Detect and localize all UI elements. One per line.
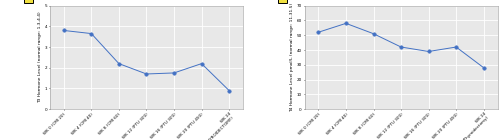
Text: B: B bbox=[280, 0, 286, 1]
Text: A: A bbox=[25, 0, 32, 1]
Y-axis label: T4 Hormone Level pmol/L (normal range: 11-31.5): T4 Hormone Level pmol/L (normal range: 1… bbox=[290, 3, 294, 112]
Y-axis label: T3 Hormone Level (normal range: 1.3-4.4): T3 Hormone Level (normal range: 1.3-4.4) bbox=[38, 12, 42, 103]
